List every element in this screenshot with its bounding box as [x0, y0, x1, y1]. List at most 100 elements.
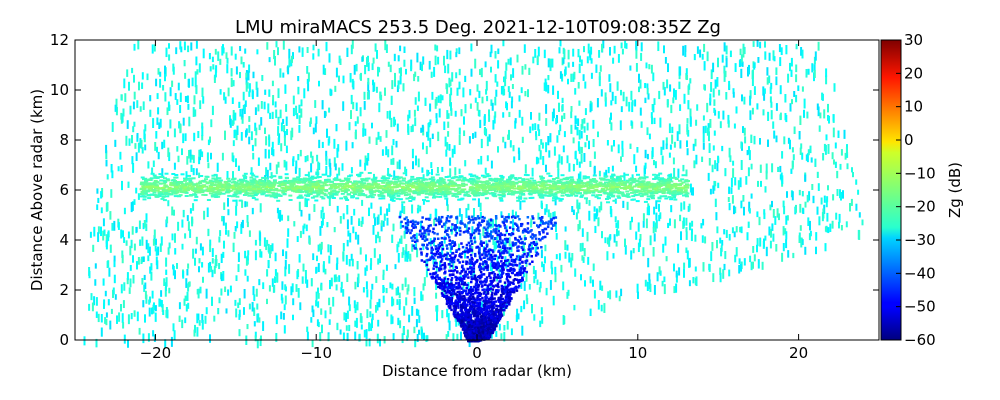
echo-gate	[676, 190, 681, 193]
echo-gate	[415, 185, 420, 188]
echo-gate	[253, 294, 256, 302]
echo-gate	[704, 125, 707, 134]
echo-gate	[449, 50, 452, 60]
echo-gate	[372, 84, 375, 92]
echo-gate	[447, 182, 452, 185]
echo-gate	[188, 183, 193, 186]
echo-gate	[771, 223, 774, 231]
echo-gate	[275, 333, 278, 342]
echo-gate	[646, 198, 651, 201]
echo-gate	[350, 167, 353, 174]
echo-gate	[413, 287, 416, 297]
echo-gate	[825, 134, 828, 141]
echo-gate	[168, 43, 170, 49]
echo-gate	[749, 95, 752, 106]
echo-gate	[282, 40, 285, 50]
echo-gate	[663, 276, 666, 283]
echo-gate	[511, 209, 514, 217]
echo-gate	[502, 181, 507, 184]
echo-gate	[172, 66, 175, 75]
echo-gate	[602, 191, 607, 194]
echo-gate	[434, 99, 437, 109]
echo-gate	[768, 75, 771, 84]
echo-gate	[213, 315, 216, 322]
echo-gate	[512, 223, 515, 233]
echo-gate	[721, 240, 724, 246]
echo-gate	[152, 238, 155, 246]
echo-gate	[435, 173, 440, 176]
echo-gate	[178, 315, 181, 322]
echo-gate	[128, 287, 131, 294]
echo-gate	[652, 247, 655, 257]
echo-gate	[525, 294, 528, 301]
echo-gate	[269, 162, 272, 171]
echo-gate	[284, 295, 287, 305]
echo-gate	[580, 274, 582, 281]
echo-gate	[608, 237, 611, 247]
echo-gate	[199, 286, 202, 294]
echo-gate	[716, 162, 719, 172]
echo-gate	[377, 194, 382, 196]
echo-gate	[827, 103, 829, 113]
echo-gate	[614, 179, 619, 182]
echo-gate	[144, 144, 147, 151]
echo-gate	[518, 150, 521, 161]
echo-gate	[838, 213, 841, 223]
echo-gate	[518, 109, 521, 118]
echo-gate	[581, 119, 584, 129]
echo-gate	[828, 115, 830, 124]
echo-gate	[685, 247, 688, 253]
echo-gate	[552, 295, 555, 306]
echo-gate	[505, 181, 510, 184]
echo-gate	[575, 182, 579, 185]
echo-gate	[300, 108, 303, 118]
echo-gate	[325, 150, 328, 161]
echo-gate	[494, 96, 497, 106]
echo-gate	[269, 245, 272, 254]
echo-gate	[480, 174, 485, 177]
echo-gate	[347, 230, 350, 237]
echo-gate	[396, 176, 401, 179]
echo-gate	[310, 188, 314, 191]
echo-gate	[328, 255, 331, 264]
echo-gate	[655, 200, 658, 209]
echo-gate	[395, 140, 398, 148]
echo-gate	[614, 187, 619, 190]
echo-gate	[845, 221, 848, 228]
echo-gate	[132, 126, 135, 133]
echo-gate	[250, 131, 253, 141]
echo-gate	[616, 184, 621, 187]
echo-gate	[417, 158, 420, 168]
echo-gate	[769, 96, 772, 103]
echo-gate	[480, 155, 483, 165]
echo-gate	[827, 185, 829, 191]
echo-gate	[274, 269, 277, 276]
echo-gate	[164, 287, 167, 297]
echo-gate	[625, 181, 630, 184]
echo-gate	[444, 276, 447, 286]
echo-gate	[377, 131, 380, 140]
echo-gate	[219, 185, 224, 188]
echo-gate	[222, 216, 225, 226]
echo-gate	[206, 152, 209, 163]
echo-gate	[220, 189, 225, 192]
echo-gate	[580, 194, 585, 197]
echo-gate	[504, 238, 507, 248]
echo-gate	[460, 331, 462, 341]
echo-gate	[387, 168, 390, 177]
echo-gate	[292, 95, 295, 105]
echo-gate	[249, 176, 254, 179]
echo-gate	[249, 183, 254, 186]
echo-gate	[479, 69, 481, 75]
echo-gate	[115, 98, 118, 108]
echo-gate	[619, 187, 624, 190]
echo-gate	[555, 254, 558, 260]
echo-gate	[596, 98, 599, 108]
echo-gate	[554, 197, 559, 199]
echo-gate	[163, 181, 168, 184]
echo-gate	[811, 184, 814, 190]
echo-gate	[142, 195, 147, 198]
echo-gate	[351, 258, 354, 267]
echo-gate	[685, 184, 690, 187]
echo-gate	[523, 300, 526, 310]
